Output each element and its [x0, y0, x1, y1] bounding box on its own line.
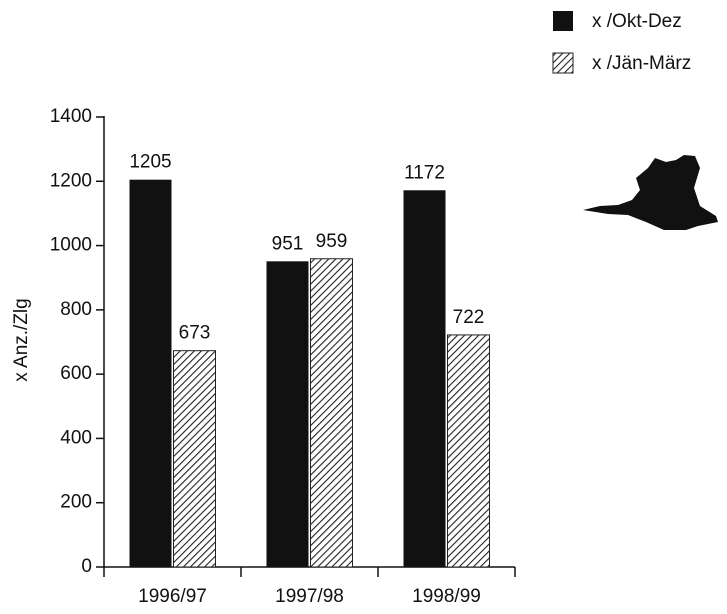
x-tick-label: 1996/97 — [138, 586, 207, 607]
value-label: 1205 — [129, 152, 171, 173]
x-tick-label: 1997/98 — [275, 586, 344, 607]
bar — [448, 335, 490, 567]
y-tick-label: 400 — [60, 427, 92, 448]
bar — [267, 261, 309, 567]
y-tick-label: 1400 — [50, 106, 92, 127]
y-axis-label: x Anz./Zlg — [11, 298, 32, 381]
legend-swatch — [553, 11, 573, 31]
bar — [174, 351, 216, 567]
bird-icon — [583, 155, 718, 230]
y-tick-label: 200 — [60, 492, 92, 513]
y-tick-label: 800 — [60, 299, 92, 320]
bar — [404, 190, 446, 567]
value-label: 951 — [272, 233, 304, 254]
bar — [311, 259, 353, 567]
value-label: 959 — [316, 231, 348, 252]
y-tick-label: 1000 — [50, 235, 92, 256]
x-tick-label: 1998/99 — [412, 586, 481, 607]
value-label: 722 — [453, 307, 485, 328]
bar — [130, 180, 172, 567]
y-tick-label: 1200 — [50, 170, 92, 191]
chart: x Anz./Zlg 0 200 400 600 800 1000 1200 1400 1996… — [0, 0, 727, 614]
legend-label: x /Jän-März — [592, 53, 691, 74]
value-label: 673 — [179, 323, 211, 344]
y-tick-label: 0 — [81, 556, 92, 577]
value-label: 1172 — [404, 162, 445, 183]
y-tick-label: 600 — [60, 363, 92, 384]
legend-swatch — [553, 53, 573, 73]
legend-label: x /Okt-Dez — [592, 11, 682, 32]
